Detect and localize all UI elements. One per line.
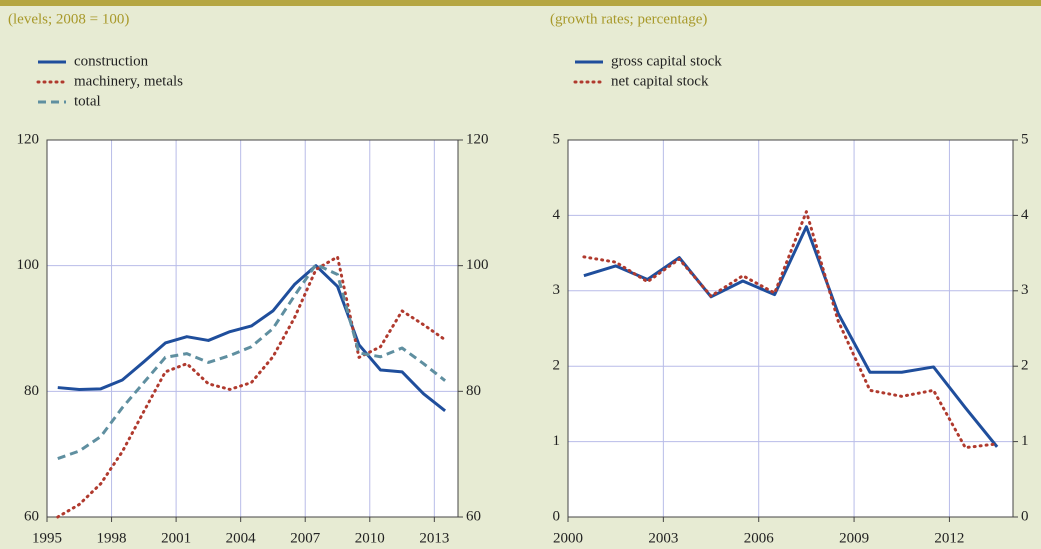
y2-tick-label: 120 (466, 131, 489, 147)
top-band (0, 0, 1041, 6)
y-tick-label: 5 (553, 131, 561, 147)
plot-area (568, 140, 1013, 517)
x-tick-label: 2013 (419, 530, 449, 546)
subtitle: (growth rates; percentage) (550, 11, 707, 27)
y-tick-label: 4 (553, 207, 561, 223)
plot-area (47, 140, 458, 517)
y2-tick-label: 0 (1021, 508, 1029, 524)
series-line (583, 225, 999, 448)
y2-tick-label: 2 (1021, 358, 1029, 374)
y-tick-label: 60 (24, 508, 39, 524)
legend-label: net capital stock (611, 73, 709, 89)
x-tick-label: 2004 (226, 530, 257, 546)
y-tick-label: 1 (553, 433, 561, 449)
x-tick-label: 2000 (553, 530, 583, 546)
y2-tick-label: 5 (1021, 131, 1029, 147)
y-tick-label: 0 (553, 508, 561, 524)
series-line (57, 262, 447, 460)
y-tick-label: 80 (24, 383, 39, 399)
plot-frame (567, 139, 1014, 518)
y2-tick-label: 1 (1021, 433, 1029, 449)
legend-label: gross capital stock (611, 53, 722, 69)
series-line (57, 264, 447, 412)
x-tick-label: 2007 (290, 530, 321, 546)
plot-frame (46, 139, 459, 518)
y-tick-label: 120 (17, 131, 40, 147)
y2-tick-label: 4 (1021, 207, 1029, 223)
x-tick-label: 1995 (32, 530, 62, 546)
y-tick-label: 2 (553, 358, 561, 374)
x-tick-label: 2003 (648, 530, 678, 546)
series-line (582, 210, 999, 450)
y-tick-label: 3 (553, 282, 561, 298)
legend-label: construction (74, 53, 149, 69)
subtitle: (levels; 2008 = 100) (8, 11, 129, 27)
y2-tick-label: 60 (466, 508, 481, 524)
legend-label: total (74, 93, 101, 109)
y2-tick-label: 80 (466, 383, 481, 399)
legend-label: machinery, metals (74, 73, 183, 89)
x-tick-label: 1998 (97, 530, 127, 546)
x-tick-label: 2010 (355, 530, 385, 546)
y2-tick-label: 3 (1021, 282, 1029, 298)
y-tick-label: 100 (17, 257, 40, 273)
x-tick-label: 2006 (744, 530, 775, 546)
x-tick-label: 2012 (934, 530, 964, 546)
series-line (56, 255, 447, 519)
x-tick-label: 2001 (161, 530, 191, 546)
y2-tick-label: 100 (466, 257, 489, 273)
x-tick-label: 2009 (839, 530, 869, 546)
